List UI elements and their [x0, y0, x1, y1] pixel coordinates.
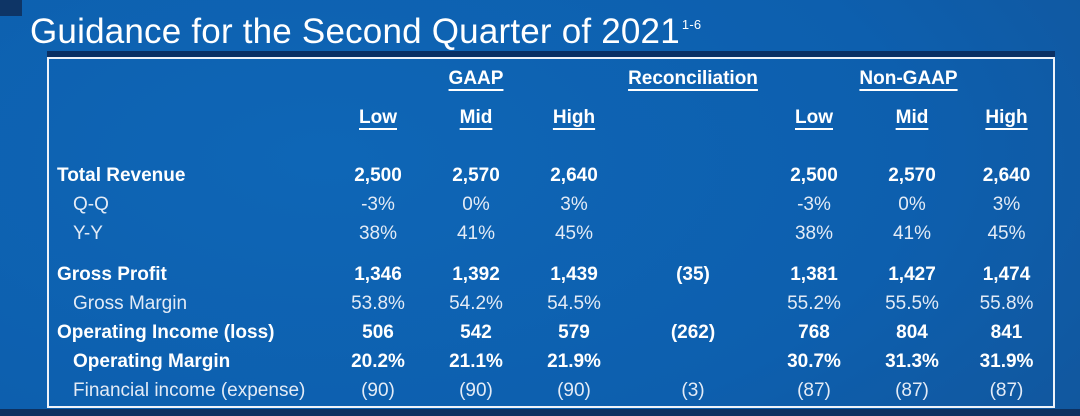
cell-non-gaap-high: 31.9% [979, 350, 1034, 372]
cell-gaap-high: 21.9% [547, 350, 601, 372]
cell-non-gaap-low: 38% [794, 222, 834, 244]
cell-gaap-low: 38% [358, 222, 398, 244]
non-gaap-mid-header: Mid [895, 107, 929, 129]
row-financial-income: Financial income (expense) (90) (90) (90… [49, 376, 1053, 405]
row-label: Operating Margin [73, 350, 231, 372]
cell-non-gaap-high: 1,474 [982, 263, 1031, 285]
non-gaap-high-header: High [985, 107, 1028, 129]
cell-gaap-low: 1,346 [354, 263, 402, 285]
row-y-y: Y-Y 38% 41% 45% 38% 41% 45% [49, 219, 1053, 248]
row-total-revenue: Total Revenue 2,500 2,570 2,640 2,500 2,… [49, 161, 1053, 190]
cell-non-gaap-low: -3% [797, 193, 831, 215]
cell-gaap-low: 2,500 [354, 164, 402, 186]
reconciliation-group-header: Reconciliation [628, 68, 758, 90]
cell-gaap-high: 45% [554, 222, 594, 244]
cell-non-gaap-high: 55.8% [979, 292, 1034, 314]
cell-gaap-high: 54.5% [547, 292, 601, 314]
gaap-high-header: High [552, 107, 596, 129]
row-q-q: Q-Q -3% 0% 3% -3% 0% 3% [49, 190, 1053, 219]
cell-gaap-mid: 54.2% [449, 292, 503, 314]
cell-gaap-mid: 0% [462, 193, 490, 215]
non-gaap-group-header: Non-GAAP [859, 68, 958, 90]
cell-gaap-low: 506 [362, 321, 394, 343]
cell-gaap-low: 20.2% [351, 350, 405, 372]
cell-gaap-high: 579 [558, 321, 590, 343]
cell-non-gaap-high: (87) [989, 379, 1024, 401]
row-label: Total Revenue [57, 164, 186, 186]
cell-non-gaap-low: (87) [797, 379, 831, 401]
cell-gaap-low: (90) [361, 379, 395, 401]
non-gaap-low-header: Low [795, 107, 833, 129]
guidance-table: GAAP Reconciliation Non-GAAP Low Mid Hig… [47, 51, 1055, 408]
row-operating-income: Operating Income (loss) 506 542 579 (262… [49, 318, 1053, 347]
cell-reconciliation: (262) [670, 321, 716, 343]
row-label: Gross Margin [73, 292, 188, 314]
cell-non-gaap-mid: 55.5% [885, 292, 939, 314]
bottom-edge-decoration [0, 409, 1080, 416]
row-operating-margin: Operating Margin 20.2% 21.1% 21.9% 30.7%… [49, 347, 1053, 376]
cell-non-gaap-low: 30.7% [787, 350, 841, 372]
row-gross-margin: Gross Margin 53.8% 54.2% 54.5% 55.2% 55.… [49, 289, 1053, 318]
cell-gaap-high: 1,439 [550, 263, 598, 285]
cell-non-gaap-mid: (87) [895, 379, 929, 401]
cell-non-gaap-high: 2,640 [982, 164, 1031, 186]
cell-gaap-mid: 21.1% [449, 350, 503, 372]
page-title-text: Guidance for the Second Quarter of 2021 [30, 12, 680, 51]
cell-gaap-high: 2,640 [550, 164, 598, 186]
cell-reconciliation: (35) [676, 263, 710, 285]
subheader-row: Low Mid High Low Mid High [49, 97, 1053, 139]
cell-gaap-high: 3% [560, 193, 588, 215]
cell-non-gaap-high: 3% [992, 193, 1021, 215]
cell-non-gaap-mid: 2,570 [888, 164, 936, 186]
cell-non-gaap-mid: 31.3% [885, 350, 939, 372]
cell-reconciliation: (3) [681, 379, 705, 401]
cell-non-gaap-high: 45% [987, 222, 1026, 244]
cell-gaap-mid: 1,392 [452, 263, 500, 285]
footnote-reference: 1-6 [681, 17, 702, 32]
group-header-row: GAAP Reconciliation Non-GAAP [49, 61, 1053, 97]
row-gross-profit: Gross Profit 1,346 1,392 1,439 (35) 1,38… [49, 260, 1053, 289]
cell-gaap-high: (90) [557, 379, 591, 401]
cell-gaap-mid: 41% [456, 222, 496, 244]
cell-non-gaap-high: 841 [990, 321, 1023, 343]
row-label: Operating Income (loss) [57, 321, 275, 343]
cell-non-gaap-mid: 1,427 [888, 263, 936, 285]
row-label: Gross Profit [57, 263, 167, 285]
cell-gaap-low: 53.8% [351, 292, 405, 314]
corner-dark-decoration [0, 0, 22, 16]
cell-non-gaap-mid: 41% [892, 222, 932, 244]
cell-gaap-low: -3% [361, 193, 395, 215]
cell-non-gaap-mid: 0% [898, 193, 926, 215]
cell-non-gaap-low: 2,500 [790, 164, 838, 186]
cell-gaap-mid: 2,570 [452, 164, 500, 186]
row-label: Y-Y [73, 222, 103, 244]
cell-gaap-mid: 542 [460, 321, 492, 343]
gaap-mid-header: Mid [459, 107, 493, 129]
cell-non-gaap-low: 55.2% [787, 292, 841, 314]
cell-non-gaap-low: 1,381 [790, 263, 838, 285]
page-title: Guidance for the Second Quarter of 2021 1… [30, 12, 701, 52]
row-label: Q-Q [73, 193, 109, 215]
cell-non-gaap-low: 768 [798, 321, 830, 343]
cell-non-gaap-mid: 804 [896, 321, 928, 343]
row-label: Financial income (expense) [73, 379, 306, 401]
gaap-low-header: Low [359, 107, 397, 129]
cell-gaap-mid: (90) [459, 379, 493, 401]
gaap-group-header: GAAP [448, 68, 504, 90]
